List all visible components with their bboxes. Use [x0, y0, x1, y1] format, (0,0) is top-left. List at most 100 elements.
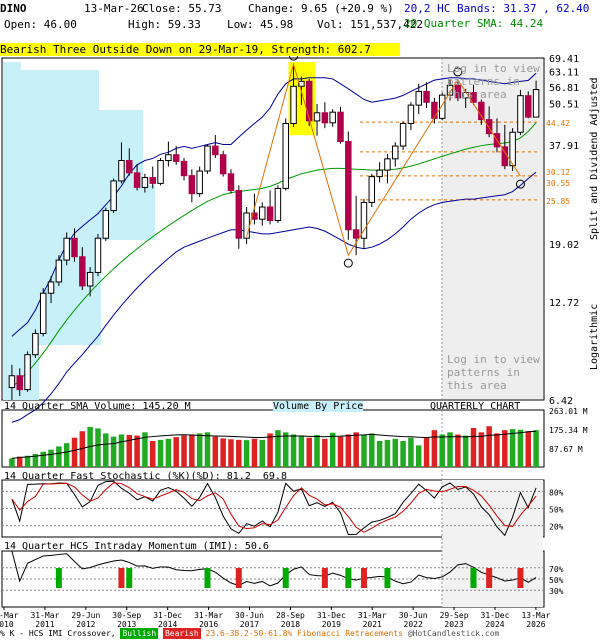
candle-body: [165, 154, 172, 162]
volume-by-price-bar: [3, 62, 21, 70]
candle-body: [368, 176, 376, 203]
volume-bar: [79, 431, 86, 467]
split-adjusted-label: Split and Dividend Adjusted: [589, 77, 600, 240]
x-tick-year: 2023: [444, 620, 463, 629]
x-tick-year: 2024: [485, 620, 504, 629]
volume-sma-line: [11, 430, 537, 459]
candle-body: [39, 292, 47, 334]
upper-band-line: [11, 72, 537, 337]
fib-legend: 23.6-38.2-50-61.8% Fibonacci Retracement…: [205, 629, 403, 638]
x-tick-year: 2021: [363, 620, 382, 629]
x-tick-year: 2012: [76, 620, 95, 629]
stoch-k-line: [11, 480, 537, 537]
x-tick-label: 31-Dec: [153, 611, 182, 620]
volume-bar: [32, 453, 39, 467]
volume-bar: [165, 438, 172, 467]
candle-body: [149, 177, 156, 184]
price-tick-label: 63.11: [549, 68, 579, 79]
candle-body: [55, 259, 63, 283]
candle-body: [133, 172, 141, 188]
login-watermark-top[interactable]: Log in to view patterns in this area: [447, 62, 547, 101]
high-value: High: 59.33: [128, 18, 201, 31]
candle-body: [259, 206, 266, 220]
candle-body: [94, 237, 102, 273]
candle-body: [509, 131, 516, 167]
panel-frame: [1, 57, 545, 401]
copyright: @HotCandlestick.com: [407, 629, 500, 638]
candle-body: [8, 375, 16, 389]
candle-body: [446, 84, 454, 96]
legend-text: % K - HCS IMI Crossover,: [0, 629, 116, 638]
imi-panel-label: 14 Quarter HCS Intraday Momentum (IMI): …: [4, 541, 269, 552]
volume-bar: [384, 439, 391, 467]
candle-body: [251, 212, 258, 220]
volume-bar: [204, 432, 211, 467]
volume-tick-label: 175.34 M: [549, 426, 588, 435]
candle-body: [227, 173, 235, 191]
volume-bar: [290, 434, 297, 467]
x-tick-year: 2016: [199, 620, 218, 629]
ticker-symbol: DINO: [0, 2, 27, 15]
candle-body: [305, 80, 313, 122]
watermark-area-lower: [442, 480, 543, 607]
bearish-marker: [118, 568, 125, 588]
volume-bar: [103, 433, 109, 467]
volume-by-price-label: Volume By Price: [273, 401, 364, 412]
candle-body: [478, 101, 485, 121]
zigzag-line: [246, 62, 521, 257]
candle-body: [298, 80, 305, 87]
volume-bar: [157, 439, 164, 467]
bullish-marker: [126, 568, 133, 588]
x-tick-label: 31-Dec: [317, 611, 346, 620]
volume-bar: [337, 436, 344, 467]
volume-bar: [259, 439, 266, 467]
candle-body: [517, 95, 524, 133]
close-value: Close: 55.73: [142, 2, 222, 15]
volume-bar: [196, 433, 203, 467]
candle-body: [337, 111, 344, 143]
bearish-marker: [235, 568, 242, 588]
swing-marker: [515, 179, 525, 189]
bullish-marker: [55, 568, 62, 588]
volume-bar: [282, 432, 289, 467]
volume-bar: [400, 440, 406, 467]
volume-bar: [173, 437, 179, 467]
volume-bar: [470, 427, 477, 467]
volume-by-price-bar: [3, 185, 155, 240]
candle-body: [196, 170, 203, 195]
volume-bar: [525, 431, 532, 467]
volume-bar: [408, 437, 414, 467]
lower-band-line: [11, 171, 537, 423]
candle-body: [290, 85, 297, 124]
quarterly-chart-label: QUARTERLY CHART: [430, 401, 521, 412]
x-tick-label: 30-Sep: [112, 611, 141, 620]
x-tick-label: 30-Jun: [235, 611, 264, 620]
candle-body: [126, 160, 133, 174]
volume-bar: [462, 435, 469, 467]
x-tick-year: 2011: [35, 620, 54, 629]
volume-bar: [345, 434, 352, 467]
stochastic-panel-label: 14 Quarter Fast Stochastic (%K)(%D): 81.…: [4, 471, 287, 482]
candle-body: [32, 332, 39, 356]
volume-bar: [118, 434, 125, 467]
volume-bar: [376, 440, 383, 467]
login-watermark-bottom[interactable]: Log in to view patterns in this area: [447, 353, 547, 392]
candle-body: [79, 256, 86, 287]
stoch-tick-label: 50%: [549, 506, 564, 515]
stoch-tick-label: 80%: [549, 488, 564, 497]
price-tick-label: 12.72: [549, 298, 579, 309]
candle-body: [24, 354, 31, 391]
volume-bar: [502, 430, 508, 467]
volume-tick-label: 263.01 M: [549, 407, 588, 416]
sma-line: [11, 122, 537, 388]
price-tick-label: 37.91: [549, 141, 579, 152]
volume-bar: [56, 446, 62, 467]
candle-body: [485, 119, 493, 135]
candle-body: [345, 141, 352, 231]
candle-body: [102, 210, 110, 239]
volume-bar: [220, 438, 226, 467]
volume-bar: [486, 426, 492, 467]
candle-body: [431, 101, 438, 119]
candle-body: [360, 201, 368, 239]
imi-tick-label: 30%: [549, 587, 564, 596]
